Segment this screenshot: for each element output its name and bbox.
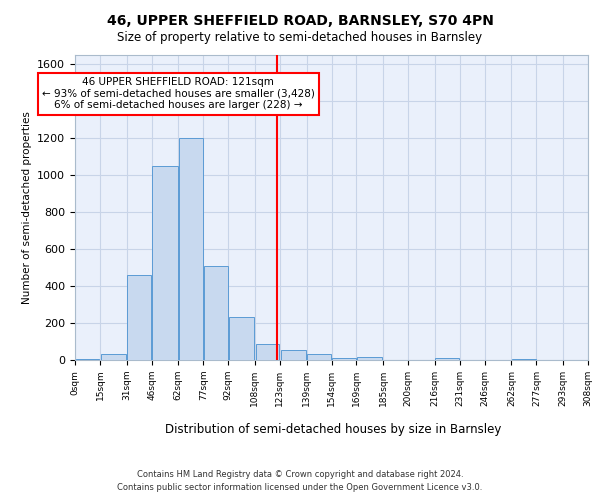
Bar bbox=[436, 358, 459, 360]
Text: Contains HM Land Registry data © Crown copyright and database right 2024.
Contai: Contains HM Land Registry data © Crown c… bbox=[118, 470, 482, 492]
Bar bbox=[256, 344, 279, 360]
Bar bbox=[512, 359, 536, 360]
Bar bbox=[204, 266, 227, 360]
Text: Size of property relative to semi-detached houses in Barnsley: Size of property relative to semi-detach… bbox=[118, 31, 482, 44]
Bar bbox=[179, 138, 203, 360]
Bar bbox=[307, 354, 331, 360]
Bar bbox=[357, 357, 382, 360]
Bar bbox=[229, 318, 254, 360]
Bar bbox=[76, 359, 100, 360]
Bar bbox=[127, 275, 151, 360]
Bar bbox=[152, 166, 178, 360]
Y-axis label: Number of semi-detached properties: Number of semi-detached properties bbox=[22, 111, 32, 304]
Text: Distribution of semi-detached houses by size in Barnsley: Distribution of semi-detached houses by … bbox=[165, 422, 501, 436]
Bar bbox=[281, 350, 306, 360]
Bar bbox=[332, 358, 356, 360]
Bar bbox=[101, 354, 126, 360]
Text: 46, UPPER SHEFFIELD ROAD, BARNSLEY, S70 4PN: 46, UPPER SHEFFIELD ROAD, BARNSLEY, S70 … bbox=[107, 14, 493, 28]
Text: 46 UPPER SHEFFIELD ROAD: 121sqm
← 93% of semi-detached houses are smaller (3,428: 46 UPPER SHEFFIELD ROAD: 121sqm ← 93% of… bbox=[42, 77, 315, 110]
